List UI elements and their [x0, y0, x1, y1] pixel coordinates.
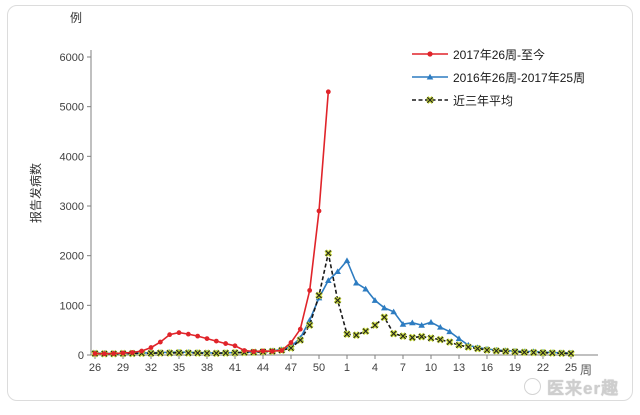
x-tick-label: 50: [313, 362, 325, 374]
x-tick-label: 4: [372, 362, 378, 374]
x-tick-label: 13: [453, 362, 465, 374]
x-tick-label: 16: [481, 362, 493, 374]
x-tick-label: 29: [117, 362, 129, 374]
legend-marker-avg-line-icon: [412, 96, 448, 104]
legend-label-avg: 近三年平均: [453, 93, 514, 108]
y-tick-label: 3000: [60, 201, 84, 213]
x-axis-title: 周: [580, 363, 593, 377]
legend-item-avg: 近三年平均: [411, 93, 585, 108]
x-tick-label: 19: [509, 362, 521, 374]
x-axis-ticks: 26 29 32 35 38 41 44 47 50 1 4 7 10 13 16 19 22 25: [89, 355, 577, 374]
x-tick-label: 10: [425, 362, 437, 374]
legend-item-2016: 2016年26周-2017年25周: [411, 70, 586, 85]
chart-legend: 2017年26周-至今 2016年26周-2017年25周 近三年平均: [411, 47, 586, 108]
x-tick-label: 47: [285, 362, 297, 374]
legend-item-2017: 2017年26周-至今: [411, 47, 585, 62]
y-axis-unit-label: 例: [70, 11, 83, 25]
y-axis-title: 报告发病数: [29, 163, 43, 224]
legend-label-2017: 2017年26周-至今: [453, 47, 546, 62]
y-tick-label: 0: [78, 350, 84, 362]
x-tick-label: 7: [400, 362, 406, 374]
watermark: 医来er趣: [524, 374, 619, 399]
y-tick-label: 2000: [60, 251, 84, 263]
x-tick-label: 1: [344, 362, 350, 374]
y-tick-label: 1000: [60, 300, 84, 312]
x-tick-label: 25: [565, 362, 577, 374]
y-axis-ticks: 0 1000 2000 3000 4000 5000 6000: [60, 52, 91, 362]
x-tick-label: 41: [229, 362, 241, 374]
y-tick-label: 5000: [60, 102, 84, 114]
x-tick-label: 38: [201, 362, 213, 374]
x-tick-label: 26: [89, 362, 101, 374]
legend-label-2016: 2016年26周-2017年25周: [453, 70, 586, 85]
x-tick-label: 32: [145, 362, 157, 374]
x-tick-label: 22: [537, 362, 549, 374]
legend-marker-2017-line-icon: [412, 51, 448, 57]
y-tick-label: 4000: [60, 151, 84, 163]
watermark-logo-icon: [524, 378, 541, 395]
series-avg3yr: [91, 249, 575, 358]
x-tick-label: 35: [173, 362, 185, 374]
legend-marker-2016-line-icon: [412, 73, 448, 80]
series-2017: [92, 89, 331, 357]
x-tick-label: 44: [257, 362, 269, 374]
watermark-text: 医来er趣: [547, 379, 620, 398]
series-2016: [91, 257, 575, 357]
y-tick-label: 6000: [60, 52, 84, 64]
